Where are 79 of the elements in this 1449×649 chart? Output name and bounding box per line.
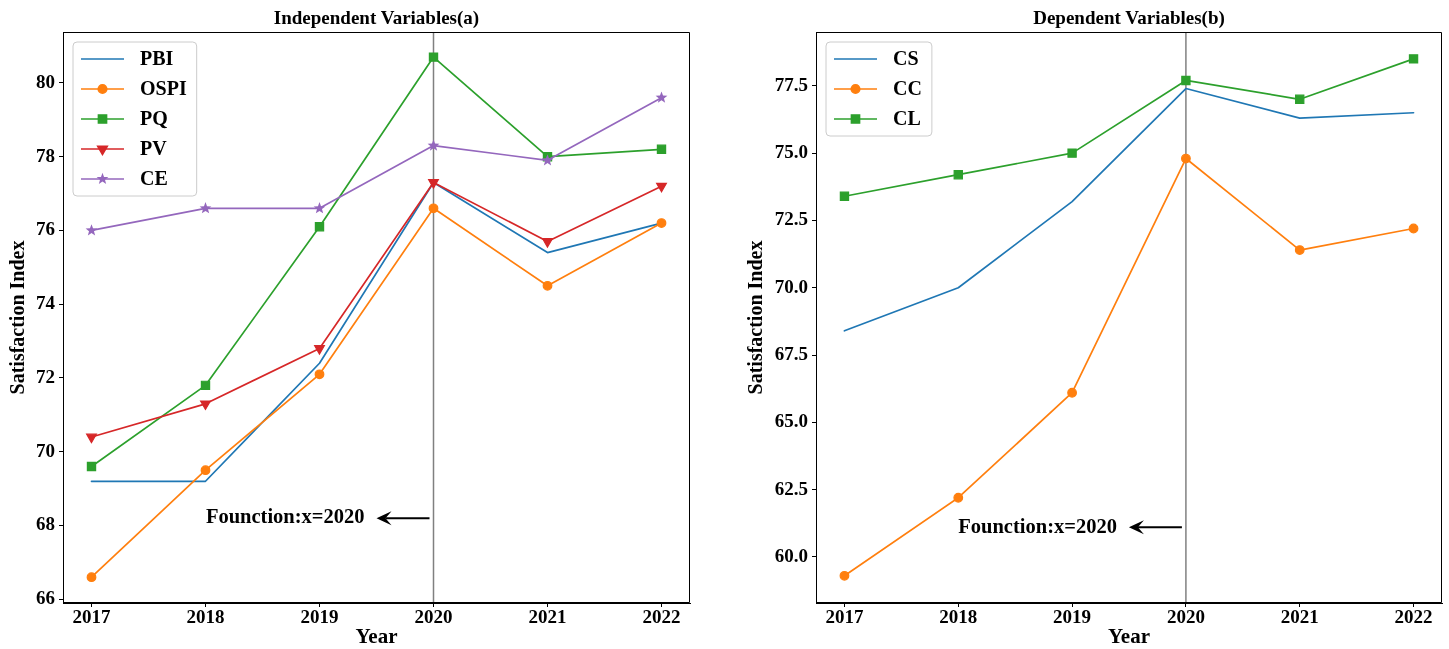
point (428, 52, 439, 62)
point (1067, 387, 1077, 398)
point (428, 203, 439, 214)
point (314, 369, 325, 380)
y-tick-label: 66 (36, 587, 55, 609)
x-tick-label: 2017 (825, 606, 864, 628)
x-tick-label: 2018 (939, 606, 978, 628)
annotation: Founction:x=2020 (958, 514, 1117, 537)
legend-label: CC (893, 77, 922, 100)
legend-label: OSPI (140, 77, 187, 100)
legend-label: CL (893, 107, 921, 130)
point (200, 380, 211, 391)
y-tick-label: 70 (36, 439, 55, 461)
point (1408, 54, 1419, 64)
legend-label: PV (140, 137, 168, 160)
legend-label: CE (140, 167, 168, 190)
point (86, 433, 97, 444)
point (839, 191, 850, 201)
y-tick-label: 70.0 (774, 275, 808, 297)
point (313, 202, 326, 214)
point (953, 169, 963, 180)
x-tick-label: 2022 (642, 606, 681, 628)
point (86, 572, 97, 583)
point (541, 154, 554, 166)
x-axis-title: Year (355, 624, 398, 649)
y-tick-label: 78 (36, 144, 55, 166)
x-tick-label: 2018 (186, 606, 225, 628)
y-tick-label: 77.5 (774, 73, 808, 95)
chart-title: Dependent Variables(b) (1033, 7, 1225, 30)
point (839, 570, 850, 581)
point (314, 222, 325, 232)
x-tick-label: 2021 (1280, 606, 1319, 628)
point (656, 218, 667, 228)
y-tick-label: 65.0 (774, 410, 808, 432)
point (542, 280, 553, 291)
point (86, 461, 97, 472)
point (953, 492, 964, 503)
y-tick-label: 68 (36, 513, 55, 535)
point (655, 91, 668, 103)
point (1295, 94, 1305, 104)
y-tick-label: 80 (36, 70, 55, 92)
point (1408, 223, 1419, 234)
y-axis-title: Satisfaction Index (5, 240, 28, 395)
y-tick-label: 75.0 (774, 141, 808, 163)
point (428, 179, 439, 189)
point (199, 202, 212, 214)
x-tick-label: 2020 (1166, 606, 1205, 628)
point (200, 400, 211, 411)
x-tick-label: 2021 (528, 606, 567, 628)
point (1181, 153, 1191, 164)
x-tick-label: 2019 (1053, 606, 1092, 628)
point (200, 465, 211, 476)
y-tick-label: 72.5 (774, 208, 808, 230)
annotation: Founction:x=2020 (205, 505, 365, 528)
y-tick-label: 62.5 (774, 477, 808, 499)
y-tick-label: 76 (36, 218, 55, 240)
legend-label: PBI (140, 47, 174, 70)
point (427, 139, 440, 151)
point (542, 238, 553, 248)
legend-label: CS (893, 47, 919, 70)
y-tick-label: 72 (36, 365, 55, 387)
y-axis-title: Satisfaction Index (743, 240, 766, 395)
point (1181, 75, 1191, 86)
x-tick-label: 2020 (414, 606, 453, 628)
x-tick-label: 2017 (72, 606, 111, 628)
point (656, 144, 667, 154)
x-tick-label: 2022 (1394, 606, 1433, 628)
x-axis-title: Year (1108, 624, 1150, 649)
point (1067, 148, 1077, 158)
legend-label: PQ (140, 107, 168, 130)
chart-title: Independent Variables(a) (273, 7, 480, 30)
point (314, 345, 325, 355)
y-tick-label: 74 (36, 292, 56, 314)
point (656, 182, 667, 193)
point (85, 224, 98, 236)
x-tick-label: 2019 (300, 606, 339, 628)
y-tick-label: 67.5 (774, 342, 808, 364)
y-tick-label: 60.0 (774, 544, 808, 566)
point (1294, 245, 1305, 255)
